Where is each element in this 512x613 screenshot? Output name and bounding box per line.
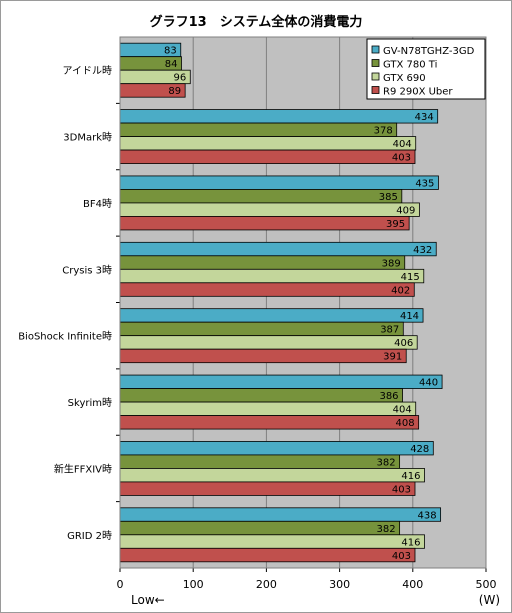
x-tick-label: 100: [183, 578, 204, 591]
bar: [119, 534, 425, 549]
data-label: 403: [392, 551, 411, 562]
bar: [119, 335, 418, 350]
data-label: 440: [419, 378, 438, 389]
data-label: 83: [164, 46, 177, 57]
x-tick-label: 200: [256, 578, 277, 591]
bar: [119, 308, 424, 323]
direction-note: Low←: [131, 593, 165, 607]
category-label: GRID 2時: [67, 530, 112, 542]
bar: [119, 547, 416, 563]
bar: [119, 441, 434, 456]
bar: [119, 175, 439, 190]
bar: [119, 468, 425, 483]
data-label: 387: [380, 325, 399, 336]
x-tick-label: 0: [117, 578, 124, 591]
data-label: 382: [377, 524, 396, 535]
legend-entry: R9 290X Uber: [383, 87, 453, 98]
data-label: 403: [392, 153, 411, 164]
bar: [119, 401, 417, 416]
bar: [119, 255, 406, 270]
data-label: 432: [413, 245, 432, 256]
legend-swatch: [371, 72, 380, 81]
data-label: 402: [391, 285, 410, 296]
bar: [119, 348, 407, 364]
plot-border: [119, 36, 487, 569]
data-label: 408: [396, 418, 415, 429]
data-label: 438: [418, 510, 437, 521]
category-label: 3DMark時: [63, 132, 112, 144]
data-label: 386: [379, 391, 398, 402]
data-label: 378: [374, 126, 393, 137]
bar: [119, 481, 416, 496]
data-label: 395: [386, 219, 405, 230]
bar: [119, 282, 415, 297]
data-label: 406: [394, 338, 413, 349]
data-label: 404: [393, 405, 412, 416]
bar: [119, 454, 401, 469]
bar: [119, 149, 416, 164]
legend-swatch: [371, 45, 380, 54]
data-label: 416: [401, 537, 420, 548]
bar: [119, 415, 420, 430]
data-label: 434: [415, 112, 434, 123]
legend-swatch: [371, 59, 380, 67]
bar: [119, 189, 403, 204]
bar: [119, 122, 398, 137]
bar: [119, 321, 404, 337]
legend-entry: GTX 780 Ti: [383, 60, 437, 71]
data-label: 416: [401, 471, 420, 482]
legend-entry: GTX 690: [383, 73, 426, 84]
legend-swatch: [371, 86, 380, 94]
data-label: 435: [415, 178, 434, 189]
category-label: BioShock Infinite時: [18, 331, 112, 343]
category-label: BF4時: [83, 198, 112, 210]
bar: [119, 202, 420, 217]
data-label: 389: [382, 258, 401, 269]
data-label: 409: [396, 205, 415, 216]
x-axis-unit-label: (W): [479, 593, 500, 607]
bar: [119, 136, 417, 151]
data-label: 428: [410, 444, 429, 455]
bar: [119, 507, 442, 522]
legend-entry: GV-N78TGHZ-3GD: [383, 46, 475, 57]
x-tick-label: 300: [329, 578, 350, 591]
category-label: Crysis 3時: [62, 264, 112, 276]
chart-legend: GV-N78TGHZ-3GD GTX 780 Ti GTX 690 R9 290X U…: [366, 38, 486, 100]
category-label: 新生FFXIV時: [54, 462, 112, 475]
data-label: 84: [165, 59, 178, 70]
data-label: 96: [174, 73, 187, 84]
data-label: 382: [377, 457, 396, 468]
bar: [119, 268, 425, 284]
data-label: 415: [401, 272, 420, 283]
data-label: 414: [400, 311, 419, 322]
data-label: 385: [379, 192, 398, 203]
data-label: 391: [383, 352, 402, 363]
x-tick-label: 500: [476, 578, 497, 591]
bar: [119, 109, 439, 124]
data-label: 89: [168, 86, 181, 97]
data-label: 403: [392, 484, 411, 495]
data-label: 404: [393, 139, 412, 150]
category-label: Skyrim時: [68, 397, 112, 409]
bar: [119, 520, 401, 536]
legend-box: [366, 38, 486, 100]
bar: [119, 388, 403, 403]
bar: [119, 374, 443, 389]
bar: [119, 216, 410, 231]
bar: [119, 241, 437, 257]
x-tick-label: 400: [402, 578, 423, 591]
category-label: アイドル時: [63, 65, 113, 77]
chart-title: グラフ13 システム全体の消費電力: [150, 14, 363, 30]
